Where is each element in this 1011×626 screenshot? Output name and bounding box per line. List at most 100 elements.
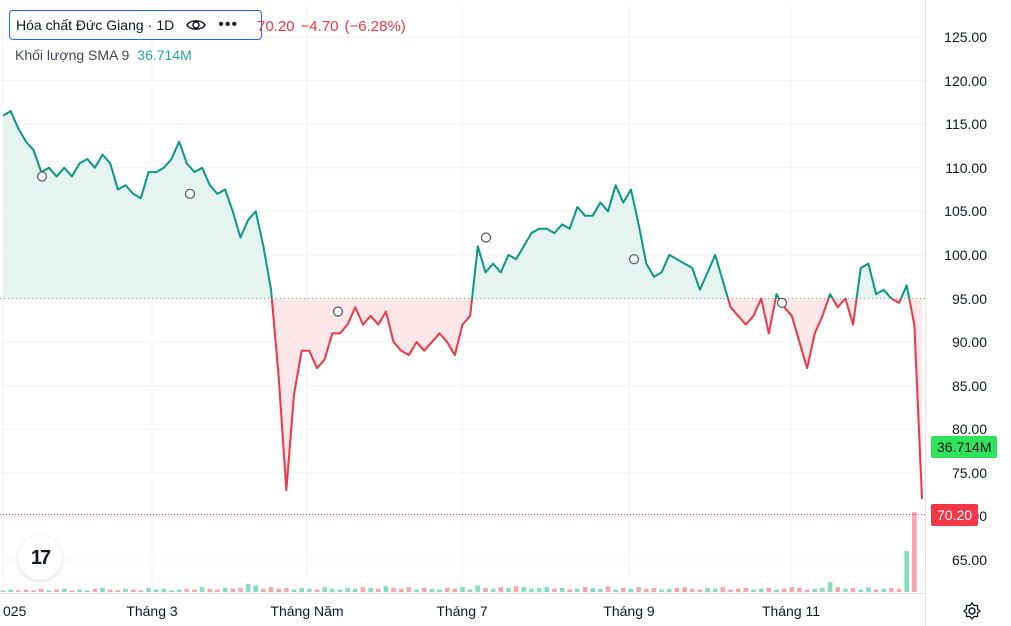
- x-tick-label: Tháng 3: [126, 603, 178, 619]
- volume-bar: [123, 588, 128, 592]
- volume-bar: [215, 589, 220, 592]
- volume-bar: [406, 587, 412, 592]
- volume-bar: [621, 587, 626, 592]
- volume-bar: [513, 586, 519, 592]
- volume-bar: [31, 590, 36, 592]
- volume-bar: [368, 587, 373, 592]
- volume-bar: [414, 589, 419, 592]
- y-tick-label: 120.00: [944, 72, 987, 89]
- volume-bar: [689, 588, 695, 592]
- volume-bar: [559, 587, 565, 592]
- volume-bar: [353, 588, 358, 592]
- volume-bar: [207, 588, 213, 592]
- volume-bar: [644, 588, 649, 592]
- volume-bar: [544, 587, 550, 592]
- event-marker: [776, 297, 788, 309]
- volume-bar: [850, 587, 856, 592]
- volume-bar: [138, 590, 144, 592]
- volume-bar: [268, 587, 274, 592]
- volume-bar: [230, 588, 236, 592]
- volume-bar: [567, 589, 572, 592]
- volume-bar: [77, 589, 82, 592]
- volume-bar: [444, 587, 450, 592]
- y-tick-label: 95.00: [951, 290, 987, 307]
- price-line-up: [2, 110, 911, 299]
- volume-bar: [261, 588, 266, 592]
- volume-bar: [299, 587, 304, 592]
- volume-legend-value: 36.714M: [137, 47, 192, 63]
- volume-legend[interactable]: Khối lượng SMA 9 36.714M: [15, 47, 192, 63]
- volume-bar: [904, 551, 909, 592]
- volume-bar: [421, 587, 427, 592]
- interval-label: 1D: [156, 17, 175, 33]
- x-tick-label: Tháng 7: [436, 603, 488, 619]
- volume-bar: [452, 588, 458, 592]
- volume-bar: [521, 587, 527, 592]
- more-icon[interactable]: •••: [218, 16, 239, 33]
- volume-bar: [697, 589, 703, 592]
- volume-bar: [222, 587, 228, 592]
- eye-icon[interactable]: [186, 18, 207, 32]
- event-marker: [480, 232, 492, 243]
- volume-bar: [590, 587, 595, 592]
- symbol-legend[interactable]: Hóa chất Đức Giang · 1D •••: [9, 10, 262, 40]
- volume-bar: [866, 587, 871, 592]
- tradingview-logo[interactable]: 17: [18, 536, 62, 580]
- gear-icon[interactable]: [962, 601, 982, 626]
- volume-bar: [467, 589, 473, 592]
- volume-bar: [23, 589, 29, 592]
- volume-bar: [360, 587, 366, 592]
- volume-bar: [666, 588, 672, 592]
- volume-bar: [912, 512, 917, 592]
- volume-bar: [284, 587, 289, 592]
- volume-bar: [720, 587, 726, 592]
- y-tick-label: 85.00: [951, 377, 987, 394]
- volume-bar: [153, 589, 159, 592]
- volume-bar: [598, 588, 603, 592]
- y-tick-label: 100.00: [944, 246, 987, 263]
- volume-bar: [245, 583, 251, 592]
- volume-bar: [766, 587, 772, 592]
- volume-bar: [307, 588, 312, 592]
- volume-bar: [896, 588, 902, 592]
- volume-bar: [651, 587, 657, 592]
- last-price-text: 70.20: [257, 18, 295, 35]
- y-tick-label: 80.00: [951, 421, 987, 438]
- price-change: 70.20 −4.70 (−6.28%): [257, 18, 412, 35]
- volume-bar: [774, 589, 779, 592]
- volume-bar: [835, 587, 841, 592]
- y-tick-label: 125.00: [944, 29, 987, 45]
- volume-bar: [61, 588, 67, 592]
- last-price-tag: 70.20: [931, 503, 979, 526]
- volume-bar: [39, 588, 44, 592]
- symbol-name: Hóa chất Đức Giang: [16, 17, 144, 33]
- volume-bar: [483, 587, 488, 592]
- volume-bar: [84, 590, 90, 592]
- event-marker: [628, 254, 640, 265]
- volume-bar: [490, 588, 496, 592]
- volume-bar: [337, 589, 343, 592]
- volume-bar: [728, 589, 733, 592]
- volume-bar: [146, 587, 151, 592]
- volume-bar: [398, 588, 404, 592]
- volume-bar: [889, 587, 894, 592]
- volume-bar: [705, 587, 710, 592]
- y-tick-label: 90.00: [951, 334, 987, 351]
- volume-bar: [192, 589, 197, 592]
- volume-bar: [582, 587, 588, 592]
- volume-bar: [46, 590, 52, 592]
- volume-bar: [314, 589, 320, 592]
- volume-bar: [291, 589, 297, 592]
- volume-bar: [54, 589, 59, 592]
- volume-bar: [460, 587, 465, 592]
- volume-bar: [130, 589, 136, 592]
- volume-bar: [322, 587, 327, 592]
- volume-bar: [575, 588, 580, 592]
- volume-bar: [820, 587, 825, 592]
- volume-bar: [735, 588, 741, 592]
- volume-bar: [858, 589, 864, 592]
- volume-bar: [429, 588, 435, 592]
- volume-bar: [536, 587, 542, 592]
- x-tick-label: Tháng 9: [603, 603, 655, 619]
